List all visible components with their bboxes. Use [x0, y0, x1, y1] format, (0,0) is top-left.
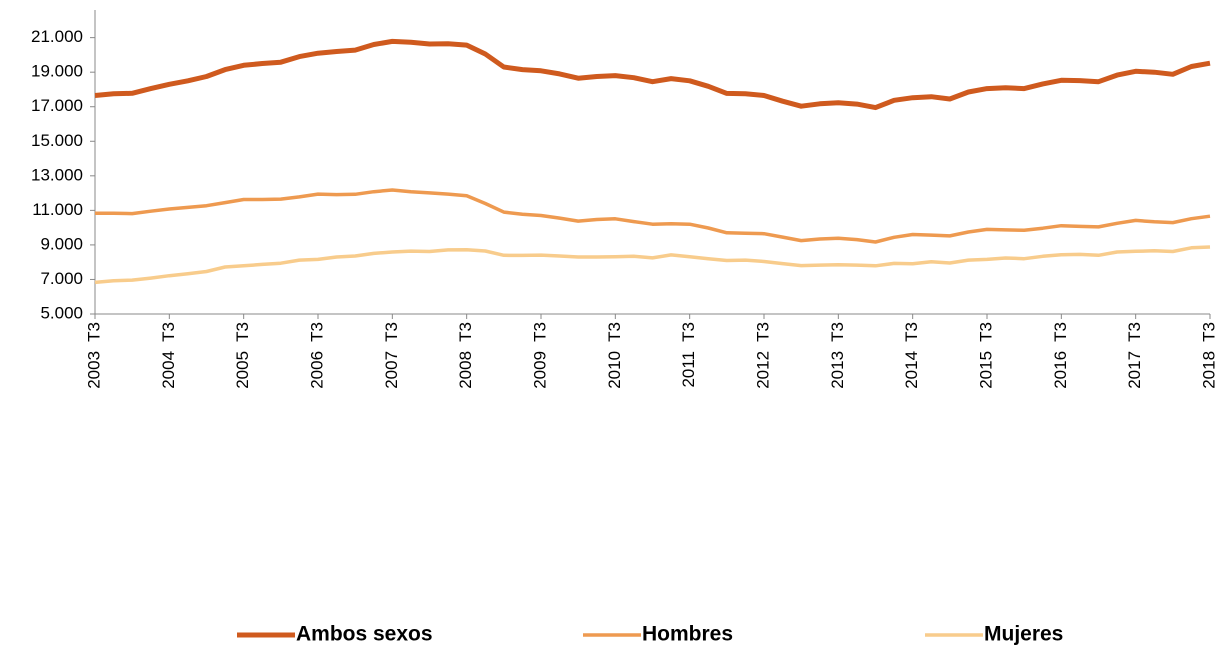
- x-tick-label: 2016 T3: [1051, 322, 1070, 389]
- series-line: [94, 245, 1211, 285]
- y-tick-label: 19.000: [31, 62, 83, 81]
- x-tick-label: 2007 T3: [382, 322, 401, 389]
- y-tick-label: 17.000: [31, 96, 83, 115]
- y-tick-label: 15.000: [31, 131, 83, 150]
- series-line: [94, 38, 1211, 111]
- x-tick-label: 2015 T3: [976, 322, 995, 389]
- x-tick-label: 2003 T3: [84, 322, 103, 389]
- y-tick-label: 21.000: [31, 27, 83, 46]
- x-tick-label: 2011 T3: [679, 322, 698, 388]
- y-tick-label: 9.000: [40, 234, 83, 253]
- y-tick-label: 7.000: [40, 269, 83, 288]
- legend-label: Hombres: [642, 623, 733, 646]
- x-tick-label: 2014 T3: [902, 322, 921, 389]
- series-line: [95, 188, 1211, 244]
- x-tick-label: 2009 T3: [530, 322, 549, 389]
- x-tick-label: 2008 T3: [456, 322, 475, 389]
- x-tick-label: 2006 T3: [307, 322, 326, 389]
- legend-label: Ambos sexos: [296, 623, 433, 646]
- y-tick-label: 5.000: [40, 303, 83, 322]
- y-tick-label: 13.000: [31, 165, 83, 184]
- y-tick-label: 11.000: [32, 200, 83, 219]
- x-tick-label: 2012 T3: [753, 322, 772, 389]
- x-tick-label: 2005 T3: [233, 322, 252, 389]
- x-tick-label: 2010 T3: [605, 322, 624, 389]
- x-tick-label: 2013 T3: [828, 322, 847, 389]
- x-tick-label: 2004 T3: [159, 322, 178, 389]
- x-tick-label: 2018 T3: [1199, 322, 1218, 389]
- x-tick-label: 2017 T3: [1125, 322, 1144, 389]
- legend-label: Mujeres: [984, 623, 1063, 646]
